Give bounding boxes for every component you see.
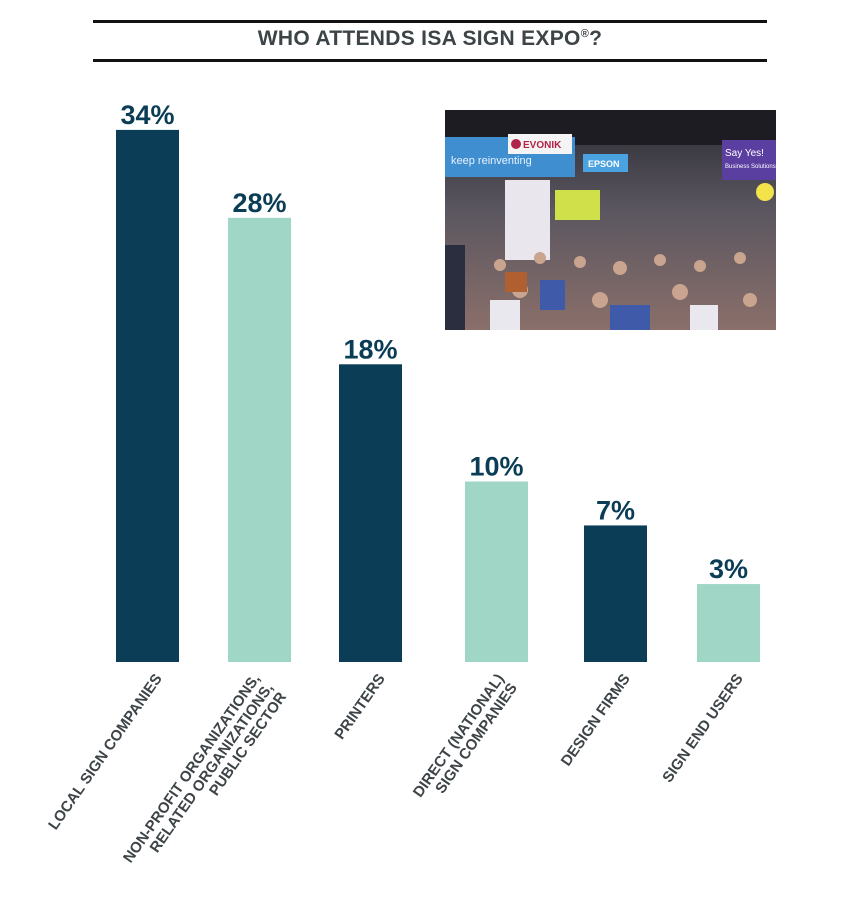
photo-text-evonik: EVONIK xyxy=(523,140,562,151)
data-label-3: 18% xyxy=(343,334,397,364)
photo-text-slogan: keep reinventing xyxy=(451,155,532,167)
category-label-4: DIRECT (NATIONAL)SIGN COMPANIES xyxy=(410,671,521,810)
bar-2 xyxy=(228,217,291,663)
expo-photo: EVONIK keep reinventing EPSON Say Yes! B… xyxy=(445,110,776,330)
photo-text-sayyes: Say Yes! xyxy=(725,148,764,159)
bar-4 xyxy=(465,481,528,662)
category-label-5: DESIGN FIRMS xyxy=(558,671,634,770)
category-label-line: SIGN END USERS xyxy=(659,671,747,786)
data-label-2: 28% xyxy=(232,188,286,218)
title-top-rule xyxy=(93,20,767,23)
data-label-5: 7% xyxy=(596,495,635,525)
bar-5 xyxy=(584,525,647,662)
data-label-4: 10% xyxy=(469,452,523,482)
bar-1 xyxy=(116,129,179,662)
category-label-6: SIGN END USERS xyxy=(659,671,747,786)
category-label-3: PRINTERS xyxy=(331,671,388,743)
photo-text-business: Business Solutions xyxy=(725,164,776,170)
chart-title: WHO ATTENDS ISA SIGN EXPO®? xyxy=(257,27,603,50)
data-label-6: 3% xyxy=(709,554,748,584)
bar-6 xyxy=(697,584,760,662)
category-label-line: PRINTERS xyxy=(331,671,388,743)
category-label-line: RELATED ORGANIZATIONS, xyxy=(147,680,277,856)
category-label-line: LOCAL SIGN COMPANIES xyxy=(45,671,166,833)
data-label-1: 34% xyxy=(120,100,174,130)
title-bottom-rule xyxy=(93,59,767,62)
category-label-line: DESIGN FIRMS xyxy=(558,671,634,770)
bar-3 xyxy=(339,364,402,662)
category-label-line: DIRECT (NATIONAL) xyxy=(410,671,508,801)
photo-text-epson: EPSON xyxy=(588,159,620,169)
category-label-1: LOCAL SIGN COMPANIES xyxy=(45,671,166,833)
